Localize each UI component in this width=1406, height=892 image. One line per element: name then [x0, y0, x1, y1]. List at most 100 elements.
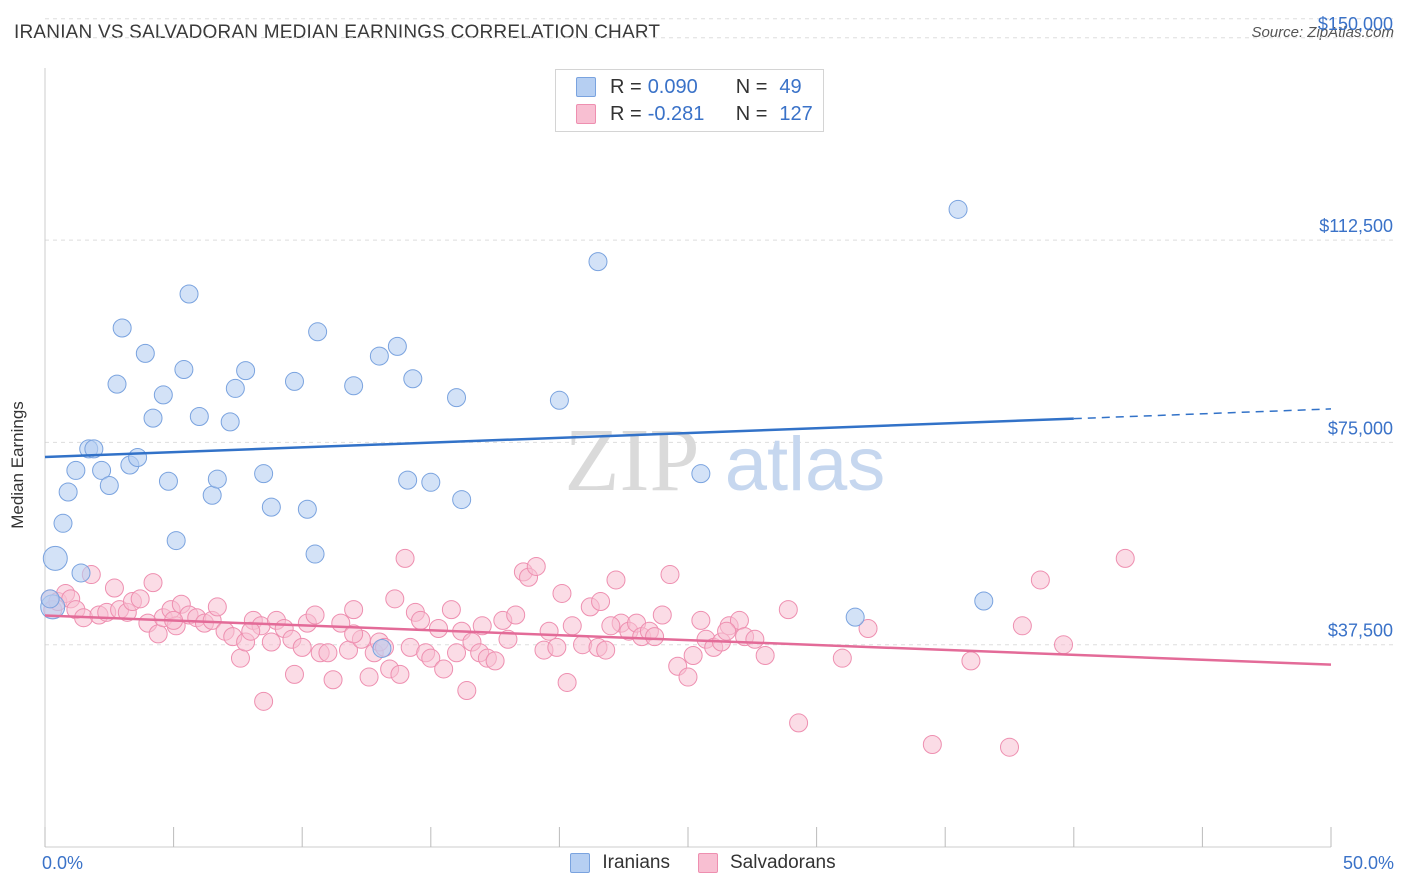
- salvadoran-point: [261, 632, 281, 652]
- salvadoran-point: [601, 616, 621, 636]
- iranian-point: [845, 607, 865, 627]
- salvadoran-point: [596, 640, 616, 660]
- y-tick-label: $150,000: [1318, 14, 1393, 34]
- iranian-point: [174, 360, 194, 380]
- salvadoran-point: [305, 605, 325, 625]
- iranian-point: [58, 482, 78, 502]
- salvadoran-point: [344, 624, 364, 644]
- iranian-point: [691, 464, 711, 484]
- salvadoran-point: [506, 605, 526, 625]
- salvadorans-points: [40, 548, 1135, 757]
- salvadoran-point: [922, 734, 942, 754]
- axis-layer: [44, 68, 1332, 848]
- iranian-point: [447, 388, 467, 408]
- iranian-point: [71, 563, 91, 583]
- salvadoran-point: [660, 565, 680, 585]
- y-tick-label: $75,000: [1328, 418, 1393, 438]
- iranian-point: [166, 531, 186, 551]
- salvadoran-point: [745, 629, 765, 649]
- salvadoran-point: [434, 659, 454, 679]
- salvadoran-point: [755, 645, 775, 665]
- iranians-trend-line: [44, 417, 1074, 459]
- salvadoran-point: [717, 621, 737, 641]
- series-swatch-salvadorans: [697, 853, 718, 873]
- salvadoran-point: [1054, 635, 1074, 655]
- iranian-point: [236, 361, 256, 381]
- series-label-salvadorans: Salvadorans: [729, 852, 836, 873]
- x-tick-label: 50.0%: [1343, 853, 1394, 873]
- y-tick-label: $112,500: [1319, 216, 1393, 236]
- iranian-point: [220, 412, 240, 432]
- iranian-point: [305, 544, 325, 564]
- salvadoran-point: [645, 627, 665, 647]
- salvadoran-point: [447, 643, 467, 663]
- series-swatch-iranians: [570, 853, 591, 873]
- salvadoran-point: [292, 637, 312, 657]
- salvadoran-point: [472, 616, 492, 636]
- salvadoran-point: [421, 648, 441, 668]
- watermark: ZIP atlas: [565, 411, 886, 510]
- salvadoran-point: [539, 621, 559, 641]
- iranian-point: [284, 371, 304, 391]
- iranian-point: [92, 460, 112, 480]
- iranian-point: [254, 464, 274, 484]
- iranian-point: [42, 545, 68, 571]
- iranian-point: [135, 343, 155, 363]
- legend-swatch-salvadorans: [576, 104, 596, 124]
- salvadoran-point: [148, 624, 168, 644]
- salvadoran-point: [778, 600, 798, 620]
- iranian-point: [128, 447, 148, 467]
- correlation-legend: R = 0.090 N = 49 R = -0.281 N = 127: [555, 69, 824, 132]
- legend-n-label: N =: [735, 75, 768, 98]
- salvadoran-point: [395, 548, 415, 568]
- series-legend-salvadorans: Salvadorans: [697, 852, 836, 874]
- salvadoran-point: [254, 691, 274, 711]
- legend-swatch-iranians: [576, 77, 596, 97]
- iranian-point: [344, 376, 364, 396]
- iranian-point: [225, 378, 245, 398]
- x-tick-label: 0.0%: [42, 853, 83, 873]
- legend-n-label: N =: [735, 102, 768, 125]
- salvadoran-point: [323, 670, 343, 690]
- legend-row-salvadorans: R = -0.281 N = 127: [576, 102, 813, 126]
- legend-r-label: R =: [610, 75, 642, 98]
- salvadoran-point: [552, 583, 572, 603]
- salvadoran-point: [429, 619, 449, 639]
- salvadoran-point: [557, 672, 577, 692]
- iranian-point: [40, 589, 60, 609]
- series-legend: Iranians Salvadorans: [0, 852, 1406, 874]
- watermark-atlas: atlas: [725, 422, 886, 507]
- salvadoran-point: [411, 610, 431, 630]
- salvadoran-point: [230, 648, 250, 668]
- salvadoran-point: [652, 605, 672, 625]
- iranian-point: [297, 499, 317, 519]
- salvadoran-point: [562, 616, 582, 636]
- iranians-trend-extension: [1073, 408, 1332, 420]
- iranian-point: [158, 471, 178, 491]
- legend-r-value: -0.281: [647, 102, 705, 125]
- salvadoran-point: [858, 619, 878, 639]
- legend-r-value: 0.090: [647, 75, 698, 98]
- salvadoran-point: [1030, 570, 1050, 590]
- y-axis-label: Median Earnings: [8, 401, 27, 529]
- iranian-point: [112, 318, 132, 338]
- salvadoran-point: [683, 645, 703, 665]
- trend-layer: [44, 408, 1332, 666]
- salvadoran-point: [789, 713, 809, 733]
- iranian-point: [452, 490, 472, 510]
- iranian-point: [66, 460, 86, 480]
- salvadoran-point: [130, 589, 150, 609]
- iranian-point: [202, 485, 222, 505]
- salvadoran-point: [1012, 616, 1032, 636]
- iranian-point: [588, 252, 608, 272]
- salvadoran-point: [498, 629, 518, 649]
- salvadoran-point: [284, 664, 304, 684]
- iranian-point: [308, 322, 328, 342]
- iranian-point: [179, 284, 199, 304]
- iranian-point: [372, 638, 392, 658]
- salvadoran-point: [526, 556, 546, 576]
- iranians-points: [40, 199, 994, 658]
- salvadoran-point: [485, 651, 505, 671]
- iranian-point: [53, 513, 73, 533]
